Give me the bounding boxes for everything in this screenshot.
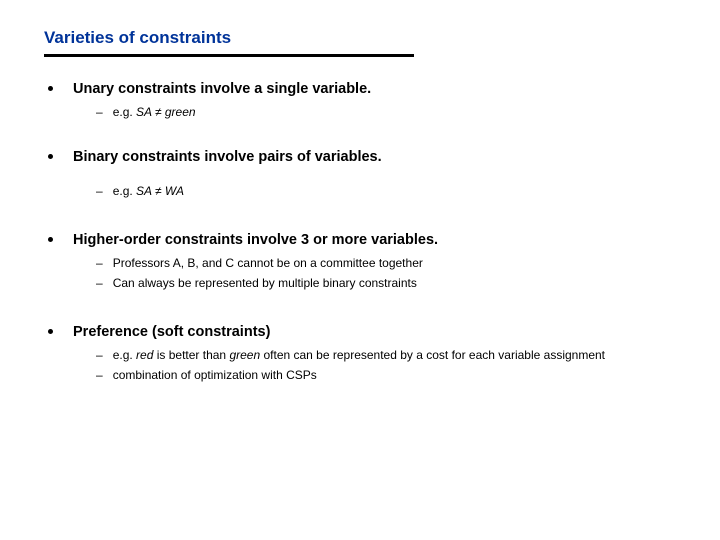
bullet-text: Preference (soft constraints) [73,322,270,342]
bullet-group-2: Binary constraints involve pairs of vari… [44,147,680,199]
sub-text: Professors A, B, and C cannot be on a co… [113,254,423,272]
sub-item: – combination of optimization with CSPs [96,366,680,384]
dash-icon: – [96,254,103,272]
sub-text: Can always be represented by multiple bi… [113,274,417,292]
sub-item: – e.g. SA ≠ WA [96,182,680,200]
dash-icon: – [96,366,103,384]
bullet-item: Higher-order constraints involve 3 or mo… [44,230,680,250]
bullet-icon [48,237,53,242]
sub-text: e.g. red is better than green often can … [113,346,605,364]
bullet-icon [48,329,53,334]
sub-text: combination of optimization with CSPs [113,366,317,384]
bullet-text: Higher-order constraints involve 3 or mo… [73,230,438,250]
bullet-group-3: Higher-order constraints involve 3 or mo… [44,230,680,292]
sub-text: e.g. SA ≠ green [113,103,196,121]
bullet-group-1: Unary constraints involve a single varia… [44,79,680,121]
bullet-item: Binary constraints involve pairs of vari… [44,147,680,167]
sub-text: e.g. SA ≠ WA [113,182,184,200]
sub-item: – e.g. red is better than green often ca… [96,346,680,364]
bullet-text: Binary constraints involve pairs of vari… [73,147,382,167]
bullet-item: Unary constraints involve a single varia… [44,79,680,99]
bullet-item: Preference (soft constraints) [44,322,680,342]
dash-icon: – [96,346,103,364]
title-underline [44,54,414,57]
sub-item: – Professors A, B, and C cannot be on a … [96,254,680,272]
dash-icon: – [96,103,103,121]
bullet-icon [48,86,53,91]
bullet-icon [48,154,53,159]
bullet-group-4: Preference (soft constraints) – e.g. red… [44,322,680,384]
dash-icon: – [96,182,103,200]
bullet-text: Unary constraints involve a single varia… [73,79,371,99]
sub-item: – Can always be represented by multiple … [96,274,680,292]
sub-item: – e.g. SA ≠ green [96,103,680,121]
slide-title: Varieties of constraints [44,28,680,48]
dash-icon: – [96,274,103,292]
